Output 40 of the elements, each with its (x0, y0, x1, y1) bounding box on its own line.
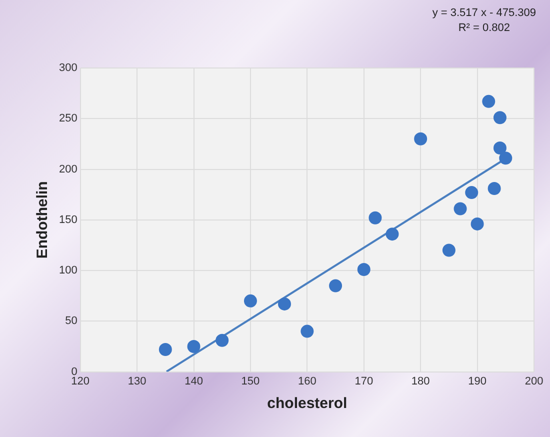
x-axis-title: cholesterol (267, 395, 348, 412)
x-tick-label: 150 (241, 375, 260, 388)
y-tick-label: 50 (65, 315, 78, 328)
x-tick-label: 120 (71, 375, 90, 388)
point (493, 111, 506, 124)
point (386, 228, 399, 241)
point (414, 132, 428, 146)
y-axis-title: Endothelin (34, 181, 52, 259)
point (368, 211, 382, 224)
x-tick-label: 190 (468, 375, 486, 388)
point (470, 217, 484, 230)
x-tick-label: 160 (298, 375, 316, 388)
point (493, 142, 506, 154)
x-tick-label: 200 (524, 375, 544, 388)
x-tick-label: 180 (411, 375, 430, 388)
point (216, 334, 229, 347)
point (482, 94, 496, 108)
y-tick-label: 150 (58, 214, 78, 226)
point (499, 152, 512, 165)
point (329, 279, 342, 292)
point (465, 186, 478, 200)
point (158, 343, 172, 356)
x-tick-label: 130 (128, 375, 146, 388)
point (488, 182, 501, 196)
y-tick-label: 250 (58, 112, 78, 125)
y-tick-label: 100 (58, 264, 78, 277)
x-tick-label: 140 (184, 375, 203, 388)
y-tick-label: 0 (71, 366, 78, 378)
y-tick-label: 200 (58, 163, 78, 176)
point (244, 294, 257, 308)
point (278, 297, 291, 310)
x-tick-label: 170 (354, 375, 374, 388)
point (357, 263, 370, 276)
text: R² = 0.802 (457, 21, 511, 36)
y-tick-label: 300 (58, 62, 78, 74)
text: y = 3.517 x - 475.309 (432, 6, 536, 21)
point (442, 244, 456, 257)
point (187, 340, 200, 353)
point (300, 324, 314, 338)
point (454, 202, 467, 216)
